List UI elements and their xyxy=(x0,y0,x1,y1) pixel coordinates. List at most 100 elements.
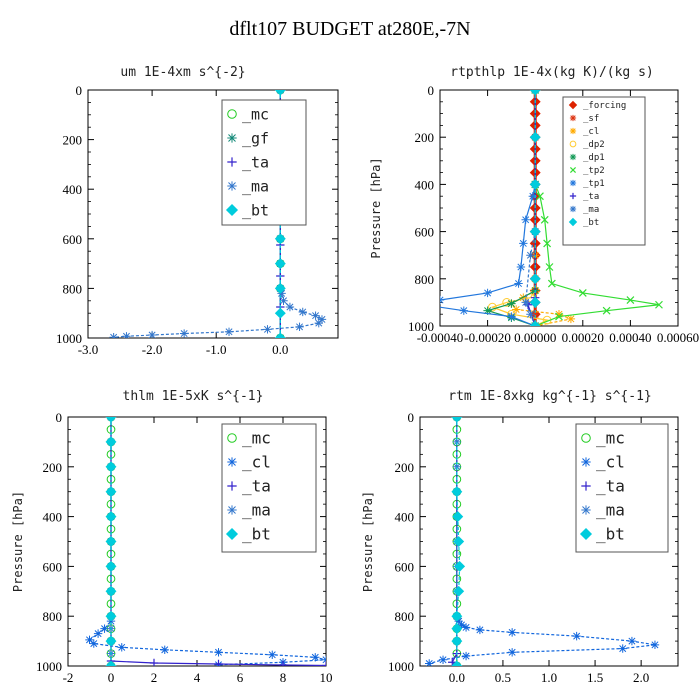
data-point-bt xyxy=(529,90,541,96)
data-point-cl xyxy=(89,639,98,648)
x-tick-label: 4 xyxy=(194,670,201,685)
legend-label: _bt xyxy=(242,201,269,219)
data-point-dp2 xyxy=(488,302,497,312)
data-point-ma xyxy=(122,332,131,338)
data-point-dp1 xyxy=(507,299,516,308)
data-point-bt xyxy=(105,486,117,498)
data-point-bt xyxy=(454,560,466,572)
legend-label: _ma xyxy=(242,501,271,520)
legend-label: _mc xyxy=(242,105,269,123)
legend-marker xyxy=(227,457,237,467)
legend-marker xyxy=(581,481,591,491)
data-point-ma xyxy=(295,322,304,332)
legend-box xyxy=(221,423,317,553)
chart-panel-1: um 1E-4xm s^{-2} 0 200 400 600 800 1000-3.0 -2.… xyxy=(56,65,339,357)
legend-label: _ta xyxy=(242,477,271,496)
data-point-cl xyxy=(566,314,576,324)
panel-title: um 1E-4xm s^{-2} xyxy=(120,65,245,80)
y-tick-label: 800 xyxy=(415,272,435,287)
data-point-tp2 xyxy=(547,279,556,288)
data-point-bt xyxy=(274,90,286,96)
data-point-bt xyxy=(105,660,117,666)
legend-marker xyxy=(227,157,237,167)
legend-marker xyxy=(581,433,591,443)
data-point-sf xyxy=(531,310,540,319)
data-point-tp2 xyxy=(578,289,587,297)
data-point-tp2 xyxy=(602,306,611,315)
legend: _mc _cl _ta _ma _bt xyxy=(575,423,669,553)
data-point-cl xyxy=(461,651,471,661)
data-point-ma xyxy=(452,462,462,471)
data-point-cl xyxy=(160,645,169,655)
data-point-ma xyxy=(452,437,462,447)
data-point-ma xyxy=(109,333,118,338)
legend-marker xyxy=(569,114,577,122)
y-tick-label: 200 xyxy=(415,130,435,145)
x-tick-label: 0.00040 xyxy=(609,330,651,345)
legend-marker xyxy=(227,181,237,191)
x-tick-label: -1.0 xyxy=(206,342,227,357)
data-point-bt xyxy=(105,511,117,523)
y-tick-label: 0 xyxy=(76,83,83,98)
legend: _mc _cl _ta _ma _bt xyxy=(221,423,317,553)
data-point-tp1 xyxy=(483,288,492,298)
data-point-bt xyxy=(451,486,463,498)
data-point-cl xyxy=(454,616,463,626)
chart-panel-3: thlm 1E-5xK s^{-1} Pressure [hPa] 0 200 400 6… xyxy=(11,389,333,685)
panel-title: rtm 1E-8xkg kg^{-1} s^{-1} xyxy=(448,389,652,404)
data-point-tp1 xyxy=(440,295,445,305)
data-point-cl xyxy=(85,635,94,645)
y-tick-label: 800 xyxy=(63,281,83,296)
data-point-cl xyxy=(507,648,517,657)
legend-marker xyxy=(225,527,239,541)
legend-marker xyxy=(227,433,237,443)
data-point-ma xyxy=(314,318,323,328)
x-tick-label: 1.5 xyxy=(587,670,603,685)
data-point-tp1 xyxy=(516,262,526,272)
data-point-bt xyxy=(105,610,117,622)
data-point-bt xyxy=(274,233,286,245)
data-point-bt xyxy=(529,273,541,285)
x-tick-label: 6 xyxy=(237,670,244,685)
data-point-cl xyxy=(475,625,485,635)
x-tick-label: 2.0 xyxy=(633,670,649,685)
legend-marker xyxy=(568,217,578,227)
y-tick-label: 800 xyxy=(43,609,63,624)
legend-marker xyxy=(581,457,591,467)
panel-title: thlm 1E-5xK s^{-1} xyxy=(123,389,264,404)
y-tick-label: 400 xyxy=(395,510,415,525)
x-tick-label: 0.0 xyxy=(272,342,288,357)
y-tick-label: 600 xyxy=(63,232,83,247)
series-layer xyxy=(440,90,663,326)
data-point-cl xyxy=(117,643,126,652)
y-tick-label: 1000 xyxy=(408,319,434,334)
x-tick-label: -0.00020 xyxy=(464,330,511,345)
data-point-tp1 xyxy=(521,215,530,224)
data-point-bt xyxy=(453,585,465,597)
y-tick-label: 400 xyxy=(43,510,63,525)
chart-panel-2: rtpthlp 1E-4x(kg K)/(kg s) Pressure [hPa]… xyxy=(369,65,699,345)
data-point-tp2 xyxy=(555,312,563,321)
data-point-bt xyxy=(453,536,465,547)
data-point-cl xyxy=(457,620,466,630)
chart-panel-4: rtm 1E-8xkg kg^{-1} s^{-1} Pressure [hPa]… xyxy=(361,389,679,685)
legend: _mc _gf _ta _ma _bt xyxy=(221,99,307,226)
x-tick-label: 0.00060 xyxy=(657,330,699,345)
data-point-tp1 xyxy=(507,312,516,321)
legend-label: _ta xyxy=(596,477,625,496)
data-point-bt xyxy=(451,417,463,423)
legend-marker xyxy=(569,179,577,187)
data-point-bt xyxy=(105,436,117,448)
x-tick-label: 0.00000 xyxy=(514,330,556,345)
data-point-ma xyxy=(179,329,189,338)
x-tick-label: 8 xyxy=(280,670,287,685)
data-point-bt xyxy=(105,417,117,423)
legend-marker xyxy=(227,133,237,143)
y-tick-label: 400 xyxy=(63,182,83,197)
data-point-ma xyxy=(298,307,307,317)
data-point-cl xyxy=(438,655,448,664)
legend-label: _bt xyxy=(242,525,271,544)
data-point-bt xyxy=(274,282,286,294)
x-tick-label: 0.00020 xyxy=(562,330,604,345)
data-point-bt xyxy=(451,635,463,647)
